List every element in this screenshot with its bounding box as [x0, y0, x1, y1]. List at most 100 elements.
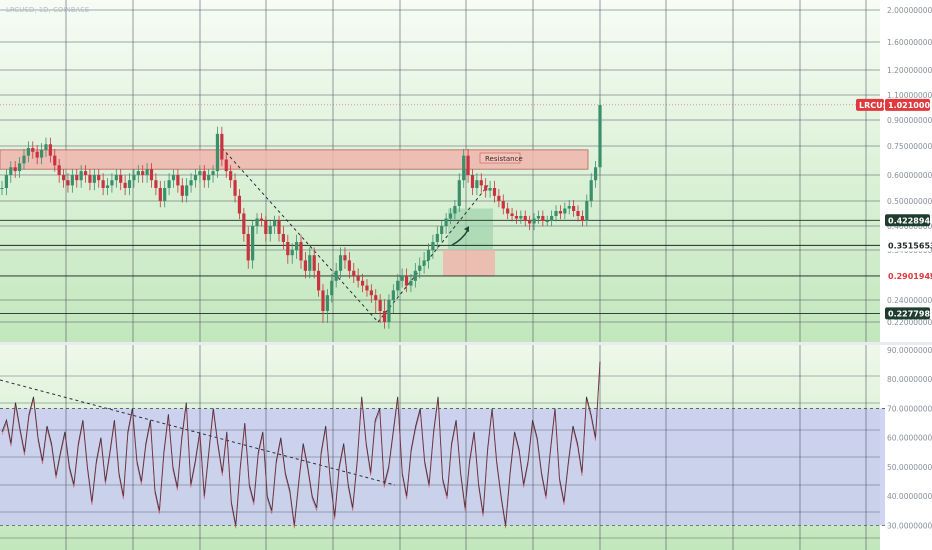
- price-axis-label: 0.90000000: [887, 116, 932, 125]
- price-tag-level-1[interactable]: 0.42289467: [885, 214, 932, 227]
- candle-body: [484, 185, 488, 191]
- candle-body: [558, 211, 563, 214]
- candle-body: [114, 175, 118, 181]
- candle-body: [48, 144, 52, 156]
- candle-body: [229, 171, 233, 181]
- candle-body: [31, 147, 35, 152]
- candle-body: [580, 216, 585, 221]
- candle-body: [97, 175, 101, 181]
- candle-body: [57, 165, 61, 175]
- candle-body: [598, 105, 602, 168]
- rsi-line: [0, 361, 885, 529]
- candle-body: [409, 280, 413, 286]
- candle-body: [431, 242, 435, 250]
- candle-body: [325, 295, 329, 311]
- candle-body: [158, 188, 162, 201]
- candle-body: [391, 290, 395, 300]
- candle-body: [202, 171, 206, 181]
- price-axis-label: 0.50000000: [887, 197, 932, 206]
- candle-body: [295, 242, 299, 250]
- price-axis-label: 1.10000000: [887, 91, 932, 100]
- rsi-axis-label: 60.00000000: [887, 434, 932, 443]
- candle-body: [66, 180, 70, 186]
- candle-body: [308, 255, 312, 271]
- price-tag-bg: [885, 307, 930, 320]
- candle-body: [418, 265, 422, 271]
- candle-body: [251, 226, 255, 261]
- candles: [0, 98, 602, 329]
- candle-body: [17, 163, 22, 172]
- candle-body: [105, 185, 110, 188]
- price-axis-label: 0.24000000: [887, 296, 932, 305]
- candle-body: [347, 260, 351, 271]
- candle-body: [286, 242, 290, 256]
- price-tag-text: 1.02100000: [888, 101, 932, 110]
- price-axis-label: 0.22000000: [887, 318, 932, 327]
- price-axis-label: 0.75000000: [887, 142, 932, 151]
- candle-body: [404, 276, 409, 286]
- price-tag-level-3[interactable]: 0.29019490: [885, 269, 932, 282]
- candle-body: [273, 221, 277, 226]
- candle-body: [457, 180, 461, 206]
- candle-body: [453, 206, 457, 214]
- candle-body: [563, 208, 567, 214]
- candle-body: [426, 250, 431, 261]
- candle-body: [387, 300, 391, 322]
- candle-body: [479, 180, 483, 186]
- candle-body: [396, 280, 400, 291]
- trend-lines: [0, 147, 489, 486]
- rsi-axis-label: 40.00000000: [887, 492, 932, 501]
- rsi-axis-label: 30.00000000: [887, 521, 932, 530]
- candle-body: [92, 175, 96, 183]
- price-tag-symbol[interactable]: LRCUSD: [856, 98, 895, 111]
- rsi-band: [0, 408, 885, 526]
- candle-body: [136, 171, 140, 175]
- downtrend-line: [221, 147, 379, 323]
- candle-body: [321, 290, 325, 311]
- candle-body: [277, 221, 281, 234]
- rsi-axis: 90.00000000 80.00000000 70.00000000 60.0000…: [887, 346, 932, 530]
- candle-body: [224, 159, 228, 172]
- candle-body: [35, 151, 39, 158]
- candle-body: [290, 250, 294, 256]
- candle-body: [255, 218, 259, 226]
- candle-body: [83, 171, 88, 175]
- candle-body: [110, 180, 114, 186]
- candle-body: [132, 175, 136, 181]
- price-tag-level-2[interactable]: 0.35156533: [885, 239, 932, 252]
- candle-body: [154, 180, 158, 188]
- price-axis-background: [880, 0, 932, 342]
- candle-body: [501, 201, 505, 209]
- candle-body: [497, 195, 501, 201]
- price-axis-label: 0.60000000: [887, 171, 932, 180]
- candle-body: [378, 300, 382, 311]
- price-tag-level-4[interactable]: 0.22779829: [885, 307, 932, 320]
- candle-body: [369, 290, 373, 296]
- candle-body: [567, 206, 571, 209]
- candle-body: [207, 175, 211, 181]
- candle-body: [149, 169, 154, 181]
- rsi-path: [1, 361, 601, 526]
- pane-separator[interactable]: [0, 342, 932, 345]
- candle-body: [510, 213, 514, 216]
- candle-body: [514, 216, 519, 219]
- price-tag-text: LRCUSD: [859, 101, 895, 110]
- arrow-icon: [464, 226, 469, 232]
- price-tag-text: 0.35156533: [888, 241, 932, 250]
- candle-body: [79, 171, 83, 181]
- price-tag-last-price[interactable]: 1.02100000: [885, 98, 932, 111]
- rsi-axis-label: 70.00000000: [887, 404, 932, 413]
- candle-body: [61, 175, 66, 181]
- candle-body: [53, 155, 57, 166]
- candle-body: [506, 208, 510, 214]
- candle-body: [242, 213, 246, 234]
- candle-body: [488, 188, 492, 191]
- candle-body: [237, 195, 242, 214]
- candle-body: [70, 175, 74, 186]
- price-tag-bg: [885, 269, 930, 282]
- candle-body: [536, 216, 541, 219]
- candle-body: [330, 280, 334, 296]
- price-tag-bg: [885, 214, 930, 227]
